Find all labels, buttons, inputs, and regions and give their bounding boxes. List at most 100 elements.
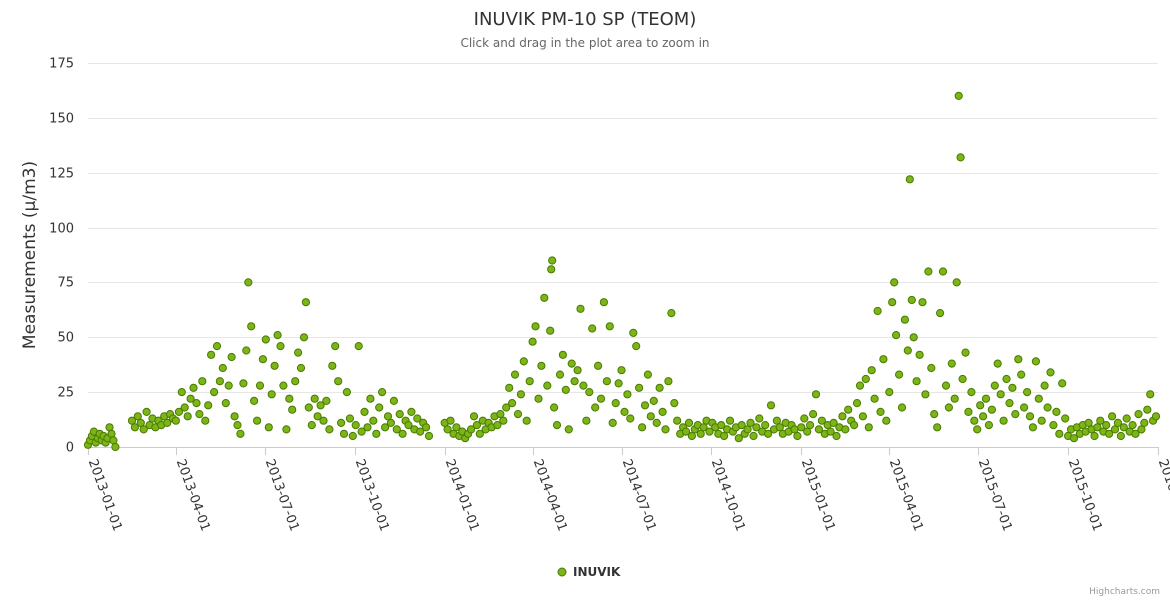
data-point[interactable] [909, 333, 918, 342]
data-point[interactable] [850, 421, 859, 430]
data-point[interactable] [1110, 425, 1120, 434]
data-point[interactable] [864, 423, 873, 432]
data-point[interactable] [658, 407, 667, 416]
data-point[interactable] [737, 421, 746, 430]
data-point[interactable] [1040, 381, 1049, 390]
data-point[interactable] [870, 394, 879, 403]
data-point[interactable] [253, 416, 262, 425]
data-point[interactable] [107, 429, 116, 438]
data-point[interactable] [611, 399, 620, 408]
data-point[interactable] [516, 390, 526, 399]
data-point[interactable] [550, 403, 559, 412]
data-point[interactable] [413, 414, 422, 423]
data-point[interactable] [218, 363, 227, 373]
data-point[interactable] [635, 383, 644, 392]
data-point[interactable] [250, 396, 259, 405]
data-point[interactable] [127, 416, 137, 425]
data-point[interactable] [918, 298, 927, 307]
data-point[interactable] [310, 394, 319, 403]
data-point[interactable] [930, 410, 939, 419]
data-point[interactable] [800, 414, 809, 423]
data-point[interactable] [667, 309, 676, 318]
data-point[interactable] [852, 399, 862, 408]
data-point[interactable] [947, 359, 956, 368]
data-point[interactable] [888, 298, 897, 307]
data-point[interactable] [924, 267, 933, 276]
data-point[interactable] [174, 407, 183, 416]
data-point[interactable] [1090, 431, 1099, 441]
data-point[interactable] [276, 342, 285, 351]
data-point[interactable] [1084, 418, 1093, 427]
data-point[interactable] [591, 403, 600, 412]
data-point[interactable] [389, 396, 398, 405]
data-point[interactable] [643, 370, 653, 379]
data-point[interactable] [552, 421, 562, 430]
data-point[interactable] [1043, 403, 1052, 412]
data-point[interactable] [1055, 429, 1064, 438]
data-point[interactable] [547, 265, 556, 274]
data-point[interactable] [189, 383, 198, 392]
data-point[interactable] [386, 418, 395, 427]
data-point[interactable] [1061, 414, 1070, 423]
data-point[interactable] [273, 331, 282, 340]
data-point[interactable] [142, 407, 151, 416]
data-point[interactable] [296, 363, 306, 373]
data-point[interactable] [416, 427, 425, 436]
data-point[interactable] [1002, 374, 1011, 384]
data-point[interactable] [507, 399, 517, 408]
data-point[interactable] [1102, 421, 1111, 430]
data-point[interactable] [383, 412, 393, 421]
data-point[interactable] [811, 390, 821, 399]
data-point[interactable] [363, 423, 372, 432]
data-point[interactable] [573, 366, 582, 375]
data-point[interactable] [267, 390, 276, 399]
data-point[interactable] [133, 412, 142, 421]
data-point[interactable] [1134, 410, 1143, 419]
data-point[interactable] [956, 153, 965, 162]
data-point[interactable] [803, 427, 812, 436]
data-point[interactable] [952, 278, 961, 287]
data-point[interactable] [861, 374, 870, 384]
data-point[interactable] [1143, 405, 1152, 414]
data-point[interactable] [903, 346, 912, 355]
data-point[interactable] [838, 412, 847, 421]
data-point[interactable] [201, 416, 210, 425]
data-point[interactable] [661, 425, 670, 434]
data-point[interactable] [546, 326, 555, 335]
data-point[interactable] [192, 399, 201, 408]
data-point[interactable] [334, 377, 343, 386]
data-point[interactable] [907, 295, 916, 305]
data-point[interactable] [832, 431, 841, 441]
data-point[interactable] [513, 410, 523, 419]
data-point[interactable] [345, 414, 354, 423]
data-point[interactable] [279, 381, 288, 390]
data-point[interactable] [247, 322, 256, 331]
data-point[interactable] [180, 403, 189, 412]
data-point[interactable] [954, 91, 963, 101]
data-point[interactable] [582, 416, 591, 425]
data-point[interactable] [325, 425, 334, 434]
data-point[interactable] [528, 337, 537, 346]
data-point[interactable] [221, 399, 230, 408]
data-point[interactable] [294, 348, 303, 357]
data-point[interactable] [855, 381, 865, 390]
data-point[interactable] [605, 322, 614, 331]
data-point[interactable] [1046, 368, 1055, 377]
data-point[interactable] [806, 421, 815, 430]
data-point[interactable] [1052, 407, 1061, 416]
data-point[interactable] [885, 388, 894, 397]
data-point[interactable] [993, 359, 1002, 368]
data-point[interactable] [319, 416, 328, 425]
series-inuvik[interactable] [83, 91, 1161, 452]
data-point[interactable] [525, 377, 534, 386]
data-point[interactable] [510, 370, 520, 379]
data-point[interactable] [576, 304, 585, 313]
data-point[interactable] [111, 442, 120, 452]
data-point[interactable] [207, 350, 216, 359]
data-point[interactable] [996, 390, 1005, 399]
data-point[interactable] [316, 401, 325, 410]
data-point[interactable] [895, 370, 904, 379]
data-point[interactable] [596, 394, 606, 403]
data-point[interactable] [882, 416, 891, 425]
data-point[interactable] [548, 256, 557, 265]
